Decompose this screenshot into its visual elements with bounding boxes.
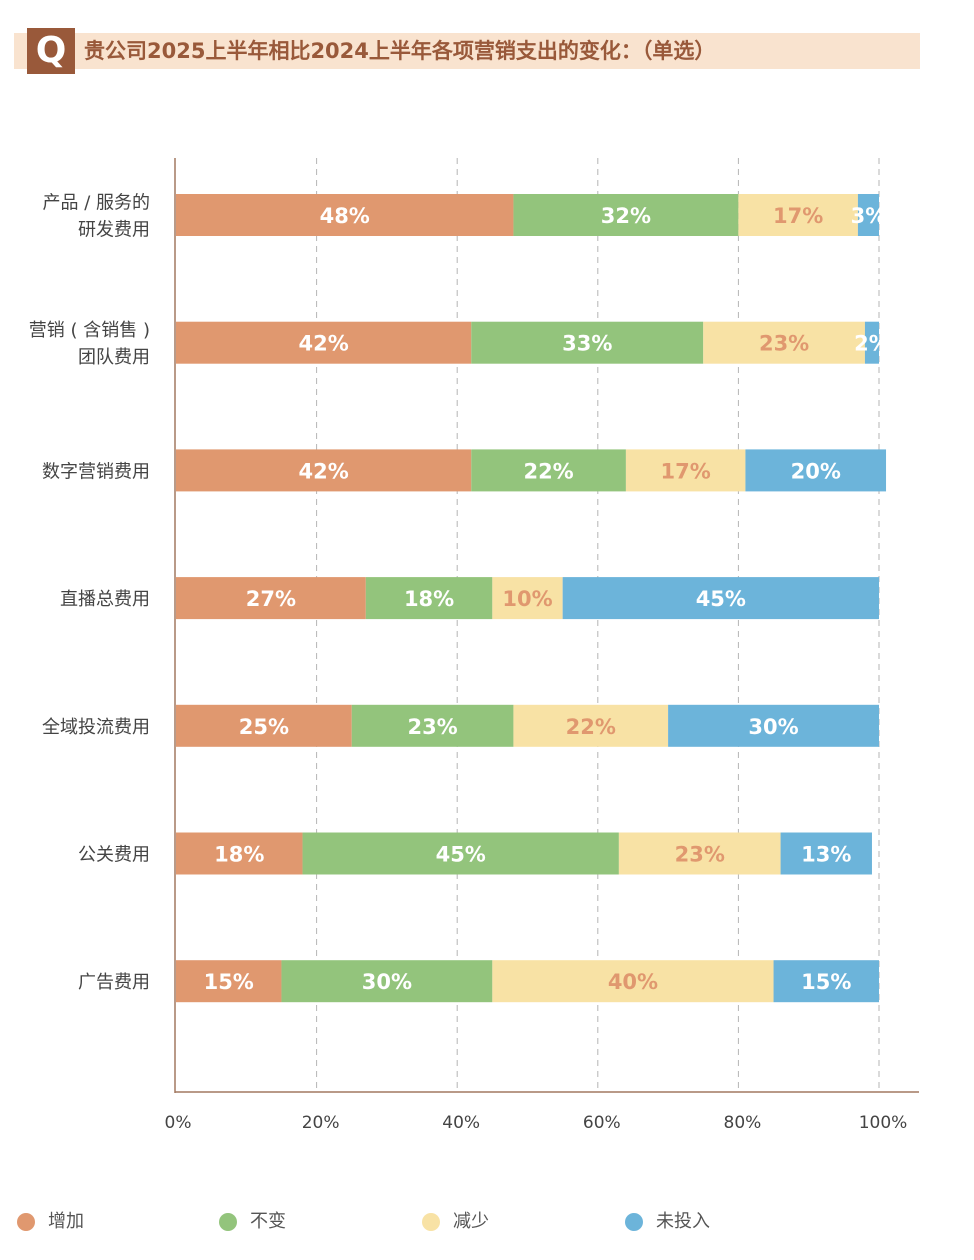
bar-segment (176, 960, 282, 1003)
bar-segment (365, 577, 493, 620)
x-tick-label: 100% (859, 1113, 908, 1133)
bar-segment (176, 194, 514, 236)
bar-segment (738, 194, 858, 236)
data-label: 10% (502, 587, 552, 611)
bar-segment (281, 960, 493, 1003)
bar-segment (351, 704, 514, 747)
bar-segment (176, 449, 472, 492)
category-label: 广告费用 (78, 972, 150, 993)
bar-segment (618, 832, 781, 875)
category-label: 研发费用 (78, 220, 150, 241)
legend-swatch (219, 1213, 237, 1231)
data-label: 27% (246, 587, 296, 611)
category-label: 公关费用 (78, 845, 150, 866)
data-label: 3% (851, 204, 887, 228)
data-label: 17% (773, 204, 823, 228)
legend-label: 减少 (453, 1211, 489, 1232)
data-label: 45% (696, 587, 746, 611)
bar-segment (857, 194, 879, 236)
data-label: 40% (608, 970, 658, 994)
data-label: 13% (801, 843, 851, 867)
data-label: 33% (562, 332, 612, 356)
bar-segment (745, 449, 887, 492)
x-tick-label: 0% (165, 1113, 192, 1133)
legend-swatch (422, 1213, 440, 1231)
x-tick-label: 40% (442, 1113, 480, 1133)
x-tick-label: 80% (724, 1113, 762, 1133)
data-label: 22% (566, 715, 616, 739)
category-label: 全域投流费用 (42, 717, 150, 738)
data-label: 15% (801, 970, 851, 994)
data-label: 15% (204, 970, 254, 994)
legend-swatch (17, 1213, 35, 1231)
data-label: 25% (239, 715, 289, 739)
data-label: 23% (407, 715, 457, 739)
legend-label: 不变 (250, 1211, 286, 1232)
bar-segment (625, 449, 746, 492)
data-label: 23% (675, 843, 725, 867)
bar-segment (471, 321, 704, 364)
x-tick-label: 20% (302, 1113, 340, 1133)
data-label: 2% (854, 332, 890, 356)
data-label: 48% (320, 204, 370, 228)
legend-swatch (625, 1213, 643, 1231)
data-label: 17% (661, 459, 711, 483)
data-label: 32% (601, 204, 651, 228)
data-label: 22% (523, 459, 573, 483)
bar-segment (703, 321, 865, 364)
x-tick-label: 60% (583, 1113, 621, 1133)
bar-segment (864, 321, 879, 364)
data-label: 45% (436, 843, 486, 867)
bar-segment (492, 577, 563, 620)
bar-segment (176, 577, 366, 620)
bar-segment (562, 577, 879, 620)
bar-segment (773, 960, 879, 1003)
data-label: 18% (214, 843, 264, 867)
bar-segment (176, 832, 303, 875)
title-banner (14, 33, 920, 69)
category-label: 营销 ( 含销售 ) (29, 320, 150, 341)
data-label: 42% (298, 459, 348, 483)
category-label: 数字营销费用 (42, 461, 150, 482)
bar-segment (302, 832, 619, 875)
bar-segment (176, 704, 352, 747)
data-label: 23% (759, 332, 809, 356)
bar-segment (513, 704, 669, 747)
bar-segment (492, 960, 774, 1003)
data-label: 18% (404, 587, 454, 611)
question-badge: Q (27, 28, 75, 74)
bar-segment (668, 704, 879, 747)
bar-segment (471, 449, 626, 492)
category-label: 团队费用 (78, 347, 150, 368)
data-label: 30% (748, 715, 798, 739)
bar-segment (176, 321, 472, 364)
chart-title: 贵公司2025上半年相比2024上半年各项营销支出的变化：（单选） (84, 39, 716, 63)
data-label: 20% (791, 459, 841, 483)
bar-segment (513, 194, 739, 236)
category-label: 直播总费用 (60, 589, 150, 610)
legend-label: 增加 (48, 1211, 84, 1232)
legend-label: 未投入 (656, 1211, 710, 1232)
category-label: 产品 / 服务的 (42, 193, 150, 214)
data-label: 42% (298, 332, 348, 356)
data-label: 30% (362, 970, 412, 994)
bar-segment (780, 832, 872, 875)
